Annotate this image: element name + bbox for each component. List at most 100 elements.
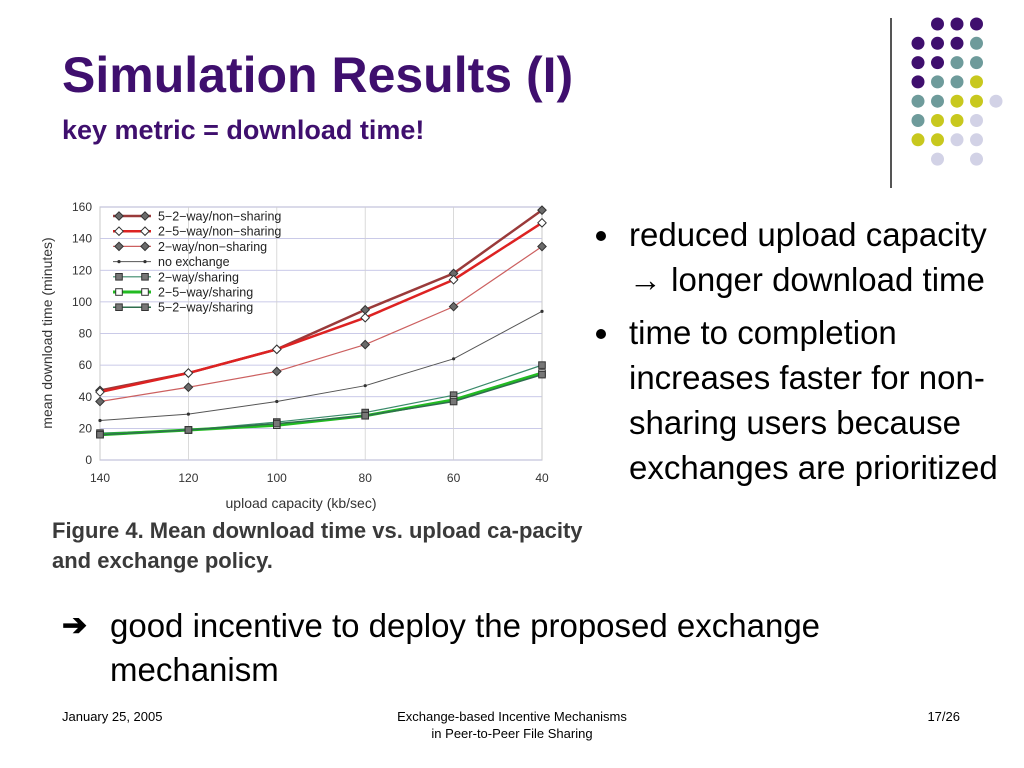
series-line [99, 221, 543, 394]
legend-item: 5−2−way/sharing [113, 301, 253, 315]
data-point [114, 226, 124, 237]
series-line [99, 373, 543, 436]
series-group [96, 370, 546, 439]
legend-item: 5−2−way/non−sharing [113, 210, 281, 224]
legend-label: 2−way/sharing [158, 270, 239, 284]
data-point [186, 412, 190, 416]
decorative-dot-grid [911, 17, 1003, 166]
data-point [537, 241, 547, 252]
data-point [271, 366, 282, 377]
y-tick-label: 100 [72, 295, 92, 309]
y-tick-label: 120 [72, 263, 92, 277]
decorative-dot [950, 114, 964, 127]
series-group [98, 309, 544, 423]
data-point [143, 260, 147, 264]
bullet-item: reduced upload capacity → longer downloa… [596, 212, 1016, 302]
data-point [183, 382, 194, 393]
data-point [140, 241, 150, 252]
decorative-dot [911, 36, 925, 50]
decorative-dot [970, 75, 983, 89]
decorative-dot [931, 75, 944, 89]
decorative-dot [931, 152, 944, 166]
data-point [98, 418, 102, 423]
data-point [140, 226, 150, 237]
data-point [448, 301, 459, 312]
decorative-dot [911, 94, 925, 108]
series-line [99, 246, 543, 403]
decorative-dot [911, 114, 925, 127]
x-tick-label: 60 [447, 471, 461, 485]
decorative-dot [950, 36, 964, 50]
decorative-dot [950, 75, 964, 89]
decorative-dot [950, 133, 964, 147]
y-tick-label: 20 [79, 421, 93, 435]
data-point [448, 274, 459, 285]
data-point [96, 430, 104, 439]
y-tick-label: 60 [79, 358, 93, 372]
data-point [360, 312, 371, 323]
decorative-dot [970, 56, 983, 70]
decorative-dot [931, 36, 944, 50]
x-tick-label: 100 [267, 471, 287, 485]
decorative-dot [970, 114, 983, 127]
x-tick-label: 120 [178, 471, 198, 485]
legend-item: 2−way/non−sharing [113, 240, 267, 254]
y-tick-label: 40 [79, 390, 93, 404]
x-axis-label: upload capacity (kb/sec) [226, 495, 377, 511]
legend-label: 5−2−way/sharing [158, 301, 253, 315]
decorative-dot [950, 94, 964, 108]
legend-item: 2−5−way/non−sharing [113, 225, 281, 239]
decorative-dot [911, 56, 925, 70]
decorative-dot [931, 114, 944, 127]
footer-date: January 25, 2005 [62, 709, 163, 724]
arrow-icon: ➔ [62, 609, 88, 642]
data-point [141, 288, 149, 296]
data-point [360, 339, 371, 350]
data-point [115, 273, 123, 281]
data-point [183, 368, 194, 378]
data-point [449, 397, 458, 406]
footer-title: Exchange-based Incentive Mechanisms in P… [362, 708, 662, 742]
data-point [114, 211, 124, 221]
download-time-chart: 0 20 40 60 80 100 120 140 160 140 120 100 80 60 40 5−2… [39, 200, 549, 511]
bullet-list: reduced upload capacity → longer downloa… [596, 212, 1016, 498]
y-tick-label: 0 [85, 453, 92, 467]
conclusion: ➔ good incentive to deploy the proposed … [62, 604, 962, 692]
bullet-icon [596, 231, 606, 241]
series-line [99, 310, 543, 421]
legend-label: 5−2−way/non−sharing [158, 210, 281, 224]
decorative-dot [911, 75, 925, 89]
legend-item: 2−way/sharing [113, 270, 239, 284]
decorative-dot [970, 17, 983, 31]
decorative-dot [950, 17, 964, 31]
data-point [538, 370, 546, 379]
bullet-item: time to completion increases faster for … [596, 310, 1016, 490]
footer-title-line2: in Peer-to-Peer File Sharing [431, 726, 593, 741]
slide-title: Simulation Results (I) [62, 47, 574, 103]
footer-title-line1: Exchange-based Incentive Mechanisms [397, 709, 627, 724]
conclusion-text: good incentive to deploy the proposed ex… [110, 607, 821, 688]
x-tick-label: 80 [359, 471, 373, 485]
footer-page-number: 17/26 [927, 709, 960, 724]
legend-label: 2−5−way/sharing [158, 286, 253, 300]
legend-label: 2−way/non−sharing [158, 240, 267, 254]
bullet-text: time to completion increases faster for … [629, 314, 998, 486]
data-point [95, 396, 105, 407]
data-point [273, 419, 281, 428]
decorative-dot [950, 56, 964, 70]
bullet-text: reduced upload capacity → longer downloa… [629, 216, 987, 298]
decorative-dot [911, 133, 925, 147]
figure-caption: Figure 4. Mean download time vs. upload … [52, 518, 583, 573]
data-point [452, 357, 456, 361]
decorative-dot [931, 94, 944, 108]
data-point [361, 411, 369, 420]
decorative-dot [931, 56, 944, 70]
y-tick-label: 80 [79, 327, 93, 341]
x-tick-label: 140 [90, 471, 110, 485]
decorative-divider [890, 18, 892, 188]
series-group [95, 241, 547, 407]
legend-item: no exchange [113, 255, 230, 269]
y-tick-label: 140 [72, 232, 92, 246]
x-tick-label: 40 [535, 471, 549, 485]
data-point [115, 288, 123, 296]
